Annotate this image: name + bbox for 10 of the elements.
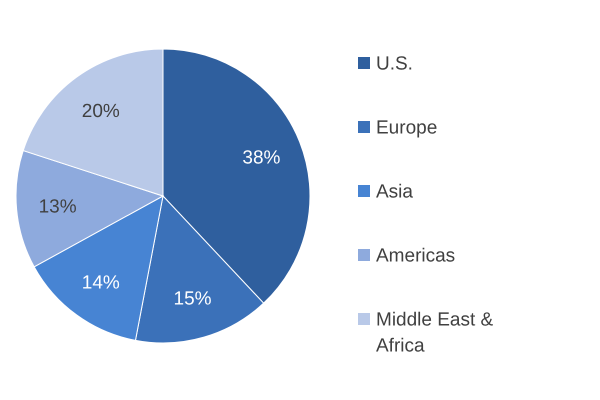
legend-label: Europe — [376, 118, 438, 139]
data-label: 20% — [82, 101, 120, 122]
data-label: 38% — [242, 148, 281, 169]
legend-label: U.S. — [376, 54, 413, 75]
data-label: 13% — [38, 196, 77, 218]
data-label: 15% — [174, 288, 212, 310]
legend-label: Middle East & Africa — [376, 310, 494, 356]
data-label: 14% — [82, 272, 120, 294]
legend-label: Asia — [376, 182, 414, 203]
legend-label: Americas — [376, 246, 456, 267]
